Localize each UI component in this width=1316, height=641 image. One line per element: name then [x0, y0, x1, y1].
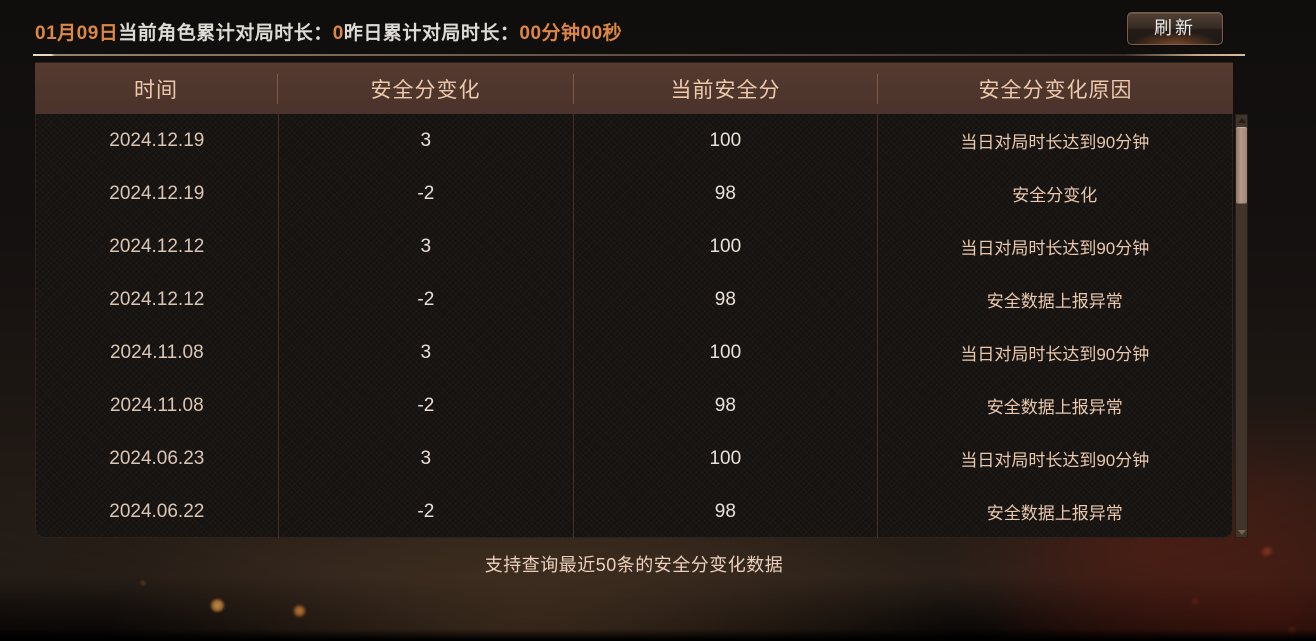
cell-score: 100	[573, 114, 877, 167]
cell-change: -2	[277, 485, 574, 538]
cell-date: 2024.06.22	[109, 500, 205, 522]
summary-yesterday-value: 00分钟00秒	[519, 23, 623, 44]
table-header-row: 时间 安全分变化 当前安全分 安全分变化原因	[35, 62, 1233, 114]
cell-change: 3	[277, 432, 574, 485]
cell-reason: 当日对局时长达到90分钟	[876, 432, 1232, 485]
cell-score: 100	[573, 432, 877, 485]
cell-change: -2	[277, 379, 574, 432]
ember-particle	[1286, 626, 1298, 634]
cell-change: -2	[277, 167, 574, 220]
cell-reason: 当日对局时长达到90分钟	[876, 114, 1232, 167]
table-row: 2024.11.08 3 100 当日对局时长达到90分钟	[36, 326, 1232, 379]
column-header-time: 时间	[134, 78, 178, 102]
summary-today-label: 当前角色累计对局时长：	[118, 23, 333, 44]
refresh-button[interactable]: 刷新	[1127, 12, 1223, 45]
summary-date: 01月09日	[35, 23, 119, 44]
ember-particle	[1256, 543, 1278, 560]
cell-reason: 安全数据上报异常	[876, 273, 1232, 326]
table-row: 2024.06.23 3 100 当日对局时长达到90分钟	[36, 432, 1232, 485]
cell-reason: 安全数据上报异常	[876, 379, 1232, 432]
ember-particle	[140, 580, 146, 586]
table-row: 2024.06.22 -2 98 安全数据上报异常	[36, 485, 1232, 538]
cell-score: 98	[573, 273, 877, 326]
summary-yesterday-label: 昨日累计对局时长：	[343, 23, 520, 44]
cell-change: 3	[277, 220, 574, 273]
cell-date: 2024.12.19	[109, 129, 205, 151]
cell-score: 100	[573, 326, 877, 379]
summary-today-value: 0	[332, 23, 344, 44]
cell-reason: 安全分变化	[876, 167, 1232, 220]
table-row: 2024.11.08 -2 98 安全数据上报异常	[36, 379, 1232, 432]
cell-score: 100	[573, 220, 877, 273]
cell-change: 3	[277, 326, 574, 379]
query-limit-note: 支持查询最近50条的安全分变化数据	[484, 555, 784, 575]
ember-particle	[210, 599, 225, 612]
column-header-score-change: 安全分变化	[277, 73, 573, 104]
cell-date: 2024.11.08	[109, 394, 204, 416]
column-header-current-score: 当前安全分	[573, 73, 877, 104]
table-row: 2024.12.19 -2 98 安全分变化	[36, 167, 1232, 220]
scroll-up-icon	[1237, 117, 1246, 123]
cell-reason: 当日对局时长达到90分钟	[876, 326, 1232, 379]
cell-date: 2024.12.12	[109, 288, 205, 310]
column-header-change-reason: 安全分变化原因	[877, 73, 1233, 104]
cell-date: 2024.06.23	[109, 447, 205, 469]
table-scrollbar[interactable]	[1235, 114, 1248, 538]
cell-change: -2	[277, 273, 574, 326]
cell-reason: 安全数据上报异常	[876, 485, 1232, 538]
cell-date: 2024.12.12	[109, 235, 205, 257]
scroll-up-button[interactable]	[1235, 114, 1248, 126]
cell-date: 2024.12.19	[109, 182, 205, 204]
cell-change: 3	[277, 114, 574, 167]
playtime-summary: 01月09日当前角色累计对局时长：0昨日累计对局时长：00分钟00秒	[35, 18, 622, 45]
cell-date: 2024.11.08	[109, 341, 204, 363]
cell-reason: 当日对局时长达到90分钟	[876, 220, 1232, 273]
cell-score: 98	[573, 167, 877, 220]
cell-score: 98	[573, 379, 877, 432]
ember-particle	[1189, 596, 1201, 607]
scroll-down-button[interactable]	[1235, 526, 1248, 538]
bottom-fade	[0, 629, 1316, 641]
table-row: 2024.12.12 -2 98 安全数据上报异常	[36, 273, 1232, 326]
scroll-down-icon	[1237, 529, 1246, 535]
cell-score: 98	[573, 485, 877, 538]
top-divider-line	[33, 54, 1245, 56]
table-row: 2024.12.19 3 100 当日对局时长达到90分钟	[36, 114, 1232, 167]
table-row: 2024.12.12 3 100 当日对局时长达到90分钟	[36, 220, 1232, 273]
table-body: 2024.12.19 3 100 当日对局时长达到90分钟 2024.12.19…	[35, 114, 1233, 538]
security-score-table: 时间 安全分变化 当前安全分 安全分变化原因 2024.12.19 3 100 …	[35, 62, 1233, 538]
ember-particle	[293, 605, 306, 617]
scrollbar-thumb[interactable]	[1236, 127, 1247, 204]
